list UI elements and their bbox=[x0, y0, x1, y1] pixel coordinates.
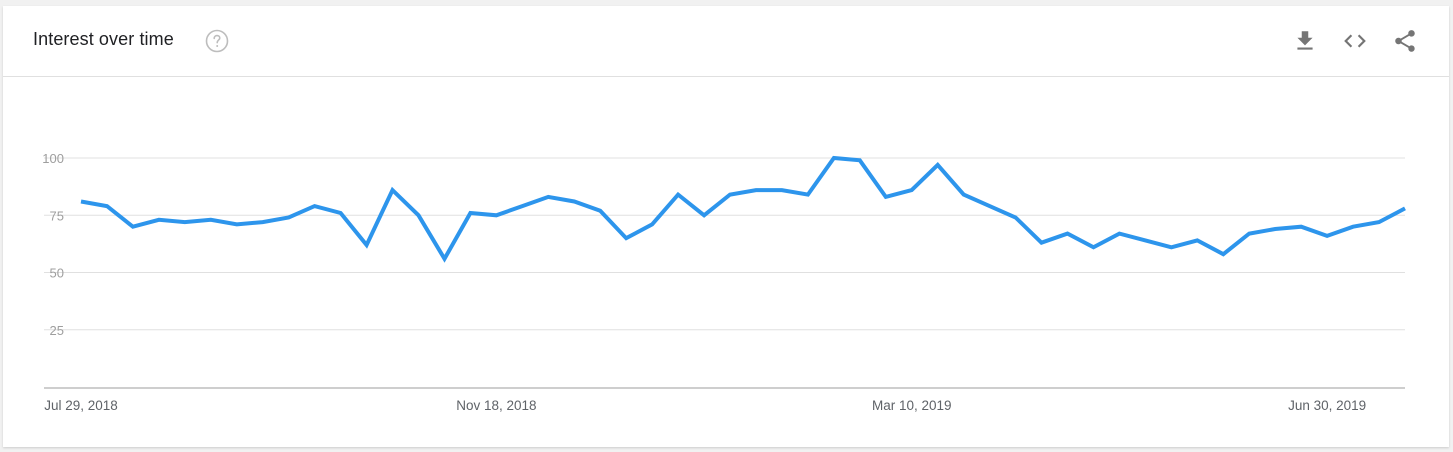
data-point[interactable] bbox=[857, 157, 863, 163]
data-point[interactable] bbox=[1246, 231, 1252, 237]
x-tick-label: Mar 10, 2019 bbox=[872, 398, 952, 413]
y-tick-label: 75 bbox=[50, 208, 64, 223]
interest-line-chart[interactable]: 25 50 75 100 Jul 29, 2018 Nov 18, 2018 Mar 10,… bbox=[3, 77, 1449, 447]
data-point[interactable] bbox=[493, 212, 499, 218]
series-line[interactable] bbox=[80, 155, 1406, 263]
data-point[interactable] bbox=[156, 217, 162, 223]
data-point[interactable] bbox=[78, 199, 84, 205]
data-point[interactable] bbox=[1402, 205, 1408, 211]
data-point[interactable] bbox=[623, 235, 629, 241]
y-tick-label: 25 bbox=[50, 323, 64, 338]
data-point[interactable] bbox=[1039, 240, 1045, 246]
data-point[interactable] bbox=[545, 194, 551, 200]
data-point[interactable] bbox=[390, 187, 396, 193]
data-point[interactable] bbox=[883, 194, 889, 200]
data-point[interactable] bbox=[675, 192, 681, 198]
data-point[interactable] bbox=[1220, 251, 1226, 257]
x-tick-label: Nov 18, 2018 bbox=[456, 398, 536, 413]
data-point[interactable] bbox=[1168, 244, 1174, 250]
data-point[interactable] bbox=[909, 187, 915, 193]
x-tick-label: Jul 29, 2018 bbox=[44, 398, 118, 413]
data-point[interactable] bbox=[519, 203, 525, 209]
data-point[interactable] bbox=[208, 217, 214, 223]
data-point[interactable] bbox=[338, 210, 344, 216]
data-point[interactable] bbox=[701, 212, 707, 218]
chart-area: 25 50 75 100 Jul 29, 2018 Nov 18, 2018 Mar 10,… bbox=[3, 77, 1449, 447]
data-point[interactable] bbox=[104, 203, 110, 209]
data-point[interactable] bbox=[415, 212, 421, 218]
data-point[interactable] bbox=[831, 155, 837, 161]
data-point[interactable] bbox=[1350, 224, 1356, 230]
data-point[interactable] bbox=[805, 192, 811, 198]
data-point[interactable] bbox=[286, 215, 292, 221]
data-point[interactable] bbox=[727, 192, 733, 198]
data-point[interactable] bbox=[182, 219, 188, 225]
card-title: Interest over time bbox=[33, 29, 174, 49]
download-icon[interactable] bbox=[1292, 28, 1318, 54]
data-point[interactable] bbox=[1013, 215, 1019, 221]
card-header: Interest over time bbox=[3, 6, 1449, 77]
data-point[interactable] bbox=[935, 162, 941, 168]
data-point[interactable] bbox=[571, 199, 577, 205]
data-point[interactable] bbox=[1272, 226, 1278, 232]
data-point[interactable] bbox=[1194, 237, 1200, 243]
data-point[interactable] bbox=[1142, 237, 1148, 243]
data-point[interactable] bbox=[961, 192, 967, 198]
data-point[interactable] bbox=[1298, 224, 1304, 230]
data-point[interactable] bbox=[364, 242, 370, 248]
help-circle-icon[interactable] bbox=[205, 29, 229, 53]
data-point[interactable] bbox=[441, 256, 447, 262]
data-point[interactable] bbox=[1090, 244, 1096, 250]
data-point[interactable] bbox=[779, 187, 785, 193]
data-point[interactable] bbox=[467, 210, 473, 216]
data-point[interactable] bbox=[987, 203, 993, 209]
x-tick-label: Jun 30, 2019 bbox=[1288, 398, 1366, 413]
data-point[interactable] bbox=[260, 219, 266, 225]
data-point[interactable] bbox=[1065, 231, 1071, 237]
interest-over-time-card: Interest over time 25 50 75 100 Jul 29, 2018… bbox=[3, 6, 1449, 447]
embed-code-icon[interactable] bbox=[1342, 28, 1368, 54]
data-point[interactable] bbox=[312, 203, 318, 209]
data-point[interactable] bbox=[1376, 219, 1382, 225]
y-tick-label: 100 bbox=[42, 151, 64, 166]
data-point[interactable] bbox=[1116, 231, 1122, 237]
share-icon[interactable] bbox=[1392, 28, 1418, 54]
y-tick-label: 50 bbox=[50, 266, 64, 281]
data-point[interactable] bbox=[597, 208, 603, 214]
data-point[interactable] bbox=[234, 221, 240, 227]
data-point[interactable] bbox=[1324, 233, 1330, 239]
data-point[interactable] bbox=[649, 221, 655, 227]
data-point[interactable] bbox=[130, 224, 136, 230]
data-point[interactable] bbox=[753, 187, 759, 193]
